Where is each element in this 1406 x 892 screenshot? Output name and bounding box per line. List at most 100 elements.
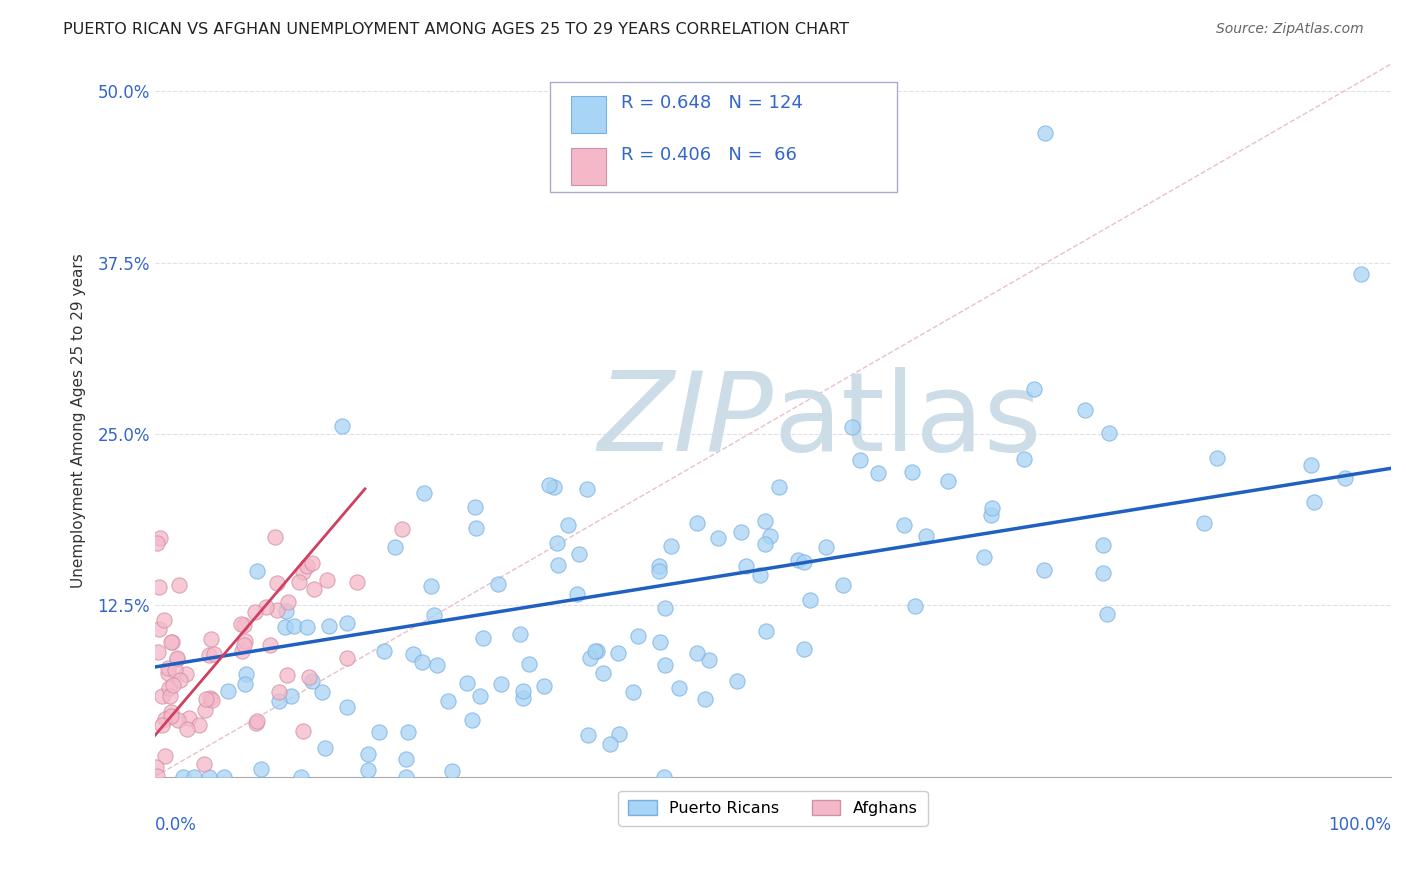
Point [302,582,325,596]
Point [576,728,599,742]
Point [980,500,1002,515]
Point [849,453,872,467]
Point [486,577,509,591]
Point [793,555,815,569]
Point [512,691,534,706]
Point [900,465,922,479]
Text: R = 0.406   N =  66: R = 0.406 N = 66 [621,146,797,164]
Point [301,673,323,688]
Point [266,603,288,617]
Point [246,564,269,578]
Point [472,631,495,645]
Point [336,700,359,714]
Point [980,508,1002,523]
Point [768,480,790,494]
Point [233,677,256,691]
Point [592,665,614,680]
Point [148,622,170,636]
Point [292,565,315,579]
Point [1032,563,1054,577]
Point [201,693,224,707]
Point [755,624,778,638]
Point [606,646,628,660]
Point [730,524,752,539]
Point [659,539,682,553]
Point [157,681,180,695]
Point [1333,471,1355,485]
Point [233,638,256,652]
Point [557,518,579,533]
Point [250,762,273,776]
Point [297,559,319,574]
Point [793,642,815,657]
Point [627,629,650,643]
Point [267,694,290,708]
Point [283,618,305,632]
Point [509,627,531,641]
Point [578,651,600,665]
Point [146,769,169,783]
Point [166,652,188,666]
Point [150,718,173,732]
Point [166,713,188,727]
Point [749,568,772,582]
Point [167,577,190,591]
Point [288,574,311,589]
Point [269,685,291,699]
Point [517,657,540,671]
Point [464,521,486,535]
Point [489,676,512,690]
Point [311,685,333,699]
Point [264,530,287,544]
Point [166,651,188,665]
Point [648,559,671,574]
Point [537,478,560,492]
Text: R = 0.648   N = 124: R = 0.648 N = 124 [621,94,803,112]
Point [423,607,446,622]
Text: ZIP: ZIP [598,367,773,474]
Point [235,666,257,681]
Point [706,531,728,545]
Y-axis label: Unemployment Among Ages 25 to 29 years: Unemployment Among Ages 25 to 29 years [72,253,86,588]
Point [160,634,183,648]
Point [290,770,312,784]
Point [759,529,782,543]
Point [648,634,671,648]
Point [357,763,380,777]
Point [357,747,380,762]
Point [266,576,288,591]
Point [391,522,413,536]
Point [440,764,463,778]
Point [149,531,172,545]
Point [193,757,215,772]
Point [157,666,180,681]
Point [419,579,441,593]
Point [1192,516,1215,530]
Point [318,619,340,633]
Point [233,618,256,632]
Point [200,632,222,647]
Point [276,668,298,682]
Point [254,600,277,615]
Point [583,644,606,658]
Point [148,645,170,659]
Point [437,693,460,707]
Point [546,535,568,549]
Point [160,705,183,719]
Point [231,644,253,658]
Point [217,684,239,698]
Point [568,547,591,561]
Point [914,529,936,543]
Point [153,712,176,726]
Point [841,420,863,434]
Point [280,689,302,703]
Point [412,486,434,500]
Point [229,616,252,631]
Point [904,599,927,614]
Point [274,619,297,633]
Point [699,653,721,667]
Point [734,559,756,574]
Point [179,711,201,725]
Point [1091,538,1114,552]
Point [198,648,221,662]
